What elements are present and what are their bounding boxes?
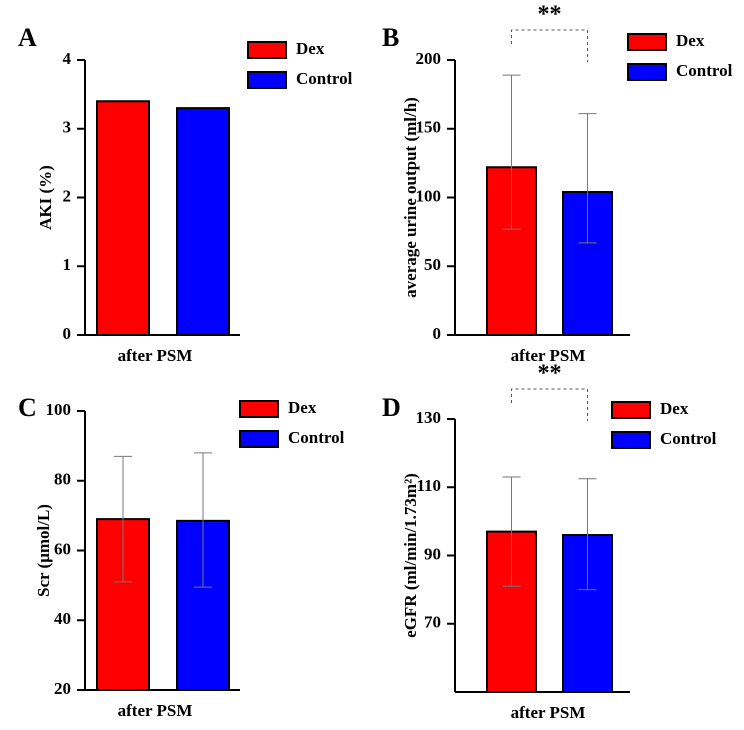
bar <box>486 166 537 336</box>
y-tick-label: 3 <box>63 118 72 137</box>
legend-label: Control <box>676 61 733 80</box>
significance-label: ** <box>538 2 562 28</box>
y-tick-label: 80 <box>54 470 71 489</box>
panel-label: C <box>18 393 37 422</box>
y-axis-label: Scr (μmol/L) <box>34 504 53 597</box>
legend-swatch <box>611 431 651 449</box>
y-tick-label: 1 <box>63 255 72 274</box>
y-tick-label: 150 <box>416 118 442 137</box>
y-tick-label: 2 <box>63 186 72 205</box>
significance-bracket <box>511 29 588 62</box>
panel-label: A <box>18 23 37 52</box>
x-tick-label: after PSM <box>118 701 193 720</box>
y-tick-label: 4 <box>63 49 72 68</box>
legend-label: Control <box>288 428 345 447</box>
x-tick-label: after PSM <box>511 346 586 365</box>
legend-label: Control <box>296 69 353 88</box>
panel-label: B <box>382 23 399 52</box>
legend-label: Dex <box>660 399 689 418</box>
legend-swatch <box>239 430 279 448</box>
x-tick-label: after PSM <box>118 346 193 365</box>
legend-swatch <box>247 71 287 89</box>
y-tick-label: 60 <box>54 539 71 558</box>
bar <box>176 107 230 336</box>
y-tick-label: 130 <box>416 408 442 427</box>
y-tick-label: 0 <box>433 324 442 343</box>
y-tick-label: 110 <box>416 476 441 495</box>
significance-bracket <box>511 388 588 421</box>
bar <box>96 100 150 336</box>
y-axis-label: AKI (%) <box>36 165 55 230</box>
y-tick-label: 50 <box>424 255 441 274</box>
x-tick-label: after PSM <box>511 703 586 722</box>
legend-label: Dex <box>296 39 325 58</box>
bar <box>562 191 613 336</box>
legend-swatch <box>611 401 651 419</box>
y-tick-label: 90 <box>424 544 441 563</box>
legend-swatch <box>627 33 667 51</box>
significance-label: ** <box>538 361 562 387</box>
y-tick-label: 100 <box>416 186 442 205</box>
y-tick-label: 100 <box>46 400 72 419</box>
y-tick-label: 0 <box>63 324 72 343</box>
y-tick-label: 40 <box>54 609 71 628</box>
legend-swatch <box>247 41 287 59</box>
y-tick-label: 200 <box>416 49 442 68</box>
legend-label: Control <box>660 429 717 448</box>
legend-label: Dex <box>676 31 705 50</box>
legend-swatch <box>239 400 279 418</box>
y-axis-label: average urine output (ml/h) <box>401 97 420 298</box>
legend-swatch <box>627 63 667 81</box>
legend-label: Dex <box>288 398 317 417</box>
panel-label: D <box>382 393 401 422</box>
y-axis-label: eGFR (ml/min/1.73m²) <box>401 473 420 638</box>
y-tick-label: 70 <box>424 613 441 632</box>
y-tick-label: 20 <box>54 679 71 698</box>
